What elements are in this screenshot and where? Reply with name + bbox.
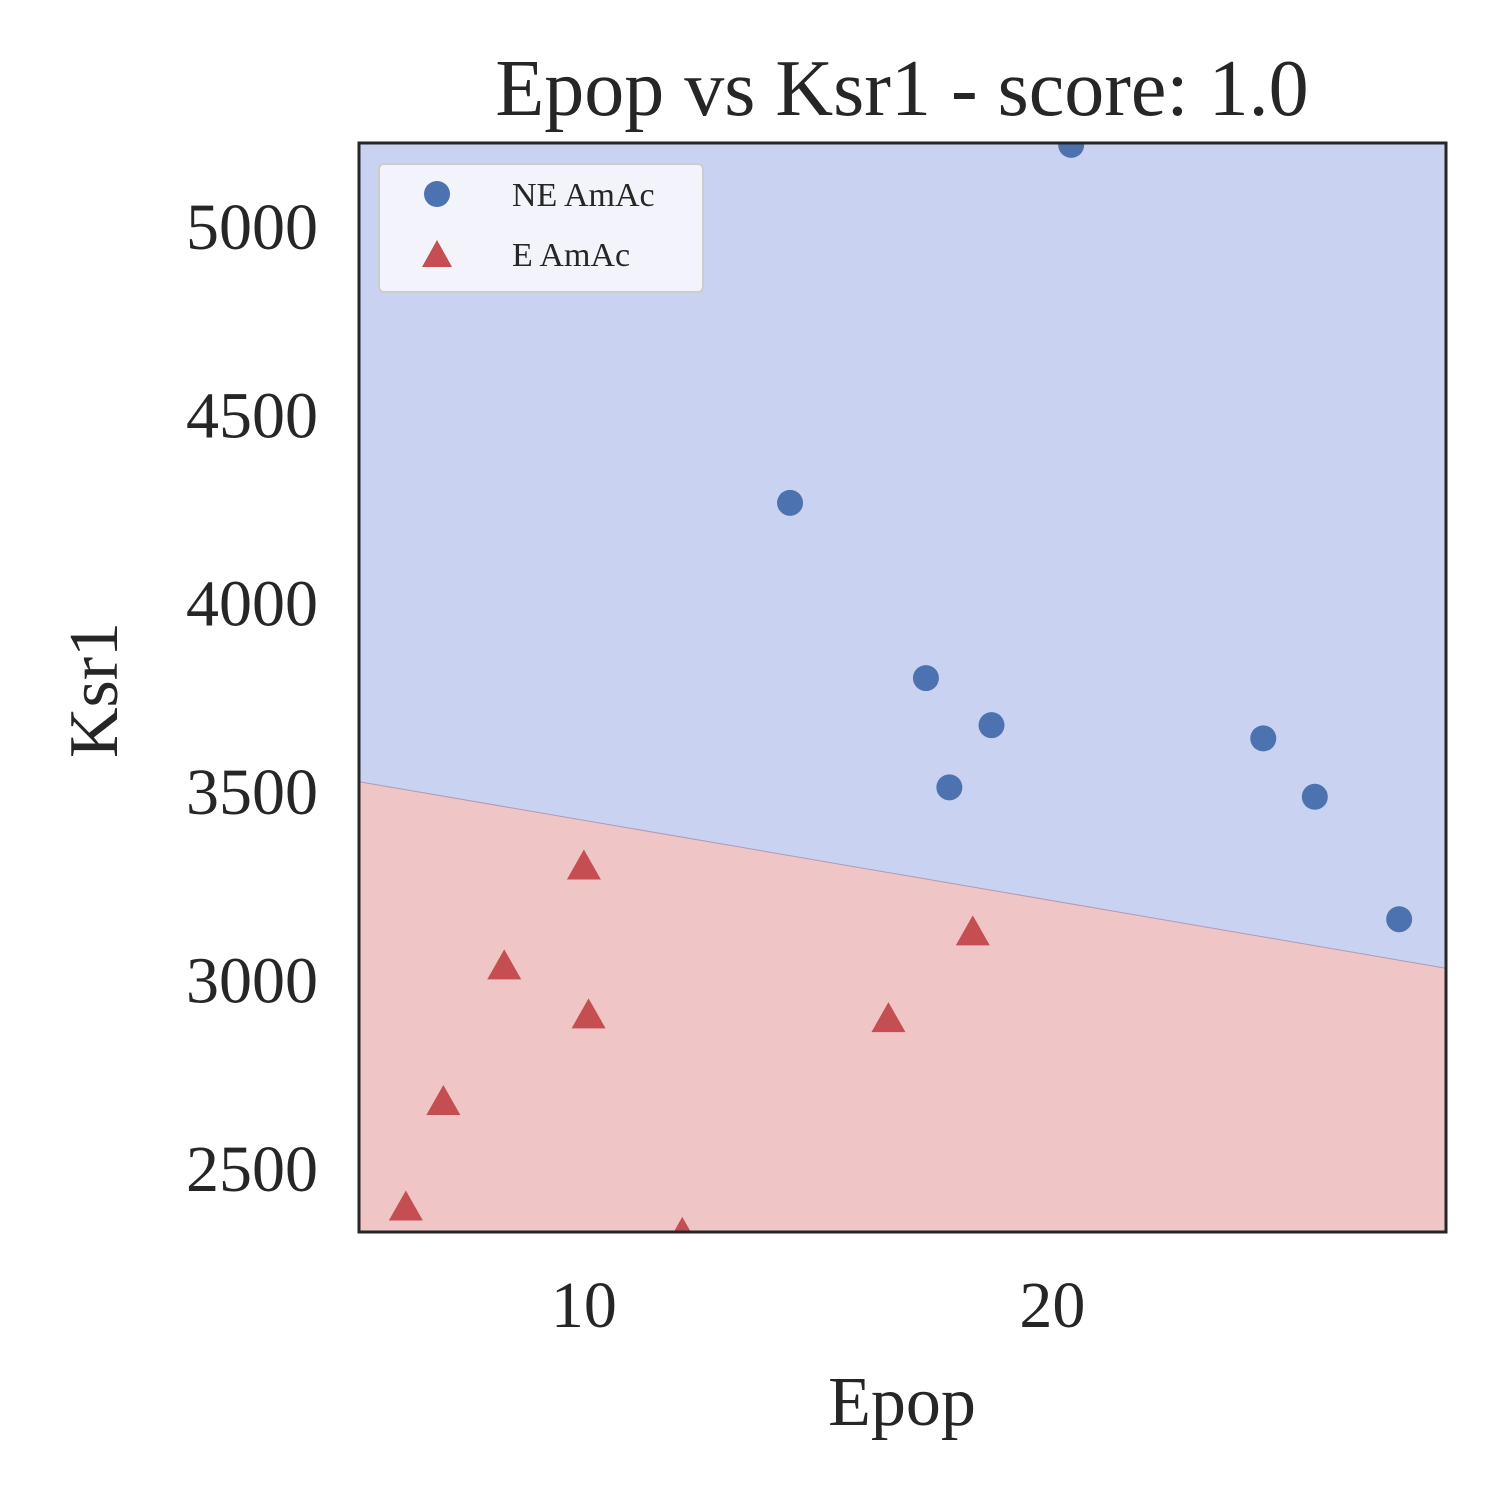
data-point-triangle — [571, 998, 606, 1029]
data-point-triangle — [388, 1190, 423, 1221]
legend: NE AmAc E AmAc — [378, 163, 704, 293]
axis-ticks: 10 20 2500 3000 3500 4000 4500 5000 — [186, 191, 1085, 1342]
y-axis-label: Ksr1 — [56, 622, 133, 758]
data-point-circle — [1058, 143, 1085, 158]
legend-label-e-amac: E AmAc — [512, 237, 630, 274]
x-tick-label: 10 — [551, 1269, 617, 1342]
y-tick-label: 3000 — [186, 945, 318, 1018]
data-point-triangle — [487, 949, 522, 980]
data-points — [388, 143, 1413, 1232]
upper-class-region — [359, 143, 1446, 969]
data-point-triangle — [426, 1084, 461, 1115]
y-tick-label: 2500 — [186, 1133, 318, 1206]
data-point-triangle — [955, 915, 990, 946]
data-point-triangle — [566, 849, 601, 880]
y-tick-label: 3500 — [186, 756, 318, 829]
lower-class-region — [359, 781, 1446, 1232]
legend-label-ne-amac: NE AmAc — [512, 177, 655, 214]
data-point-circle — [1250, 725, 1277, 752]
legend-circle-marker — [424, 181, 450, 207]
x-axis-label: Epop — [828, 1364, 976, 1441]
chart-title: Epop vs Ksr1 - score: 1.0 — [495, 45, 1308, 133]
data-point-circle — [1386, 906, 1413, 933]
data-point-circle — [912, 665, 939, 692]
y-tick-label: 4000 — [186, 568, 318, 641]
legend-box — [378, 163, 704, 293]
y-tick-label: 4500 — [186, 379, 318, 452]
decision-regions — [359, 143, 1446, 1232]
data-point-triangle — [871, 1002, 906, 1033]
data-point-circle — [777, 489, 804, 516]
plot-frame — [357, 141, 1448, 1234]
legend-triangle-marker — [422, 240, 452, 267]
data-point-circle — [978, 712, 1005, 739]
decision-boundary-line — [359, 781, 1446, 969]
data-point-circle — [1301, 783, 1328, 810]
data-point-circle — [936, 774, 963, 801]
y-tick-label: 5000 — [186, 191, 318, 264]
x-tick-label: 20 — [1019, 1269, 1085, 1342]
data-point-triangle — [673, 1216, 691, 1232]
